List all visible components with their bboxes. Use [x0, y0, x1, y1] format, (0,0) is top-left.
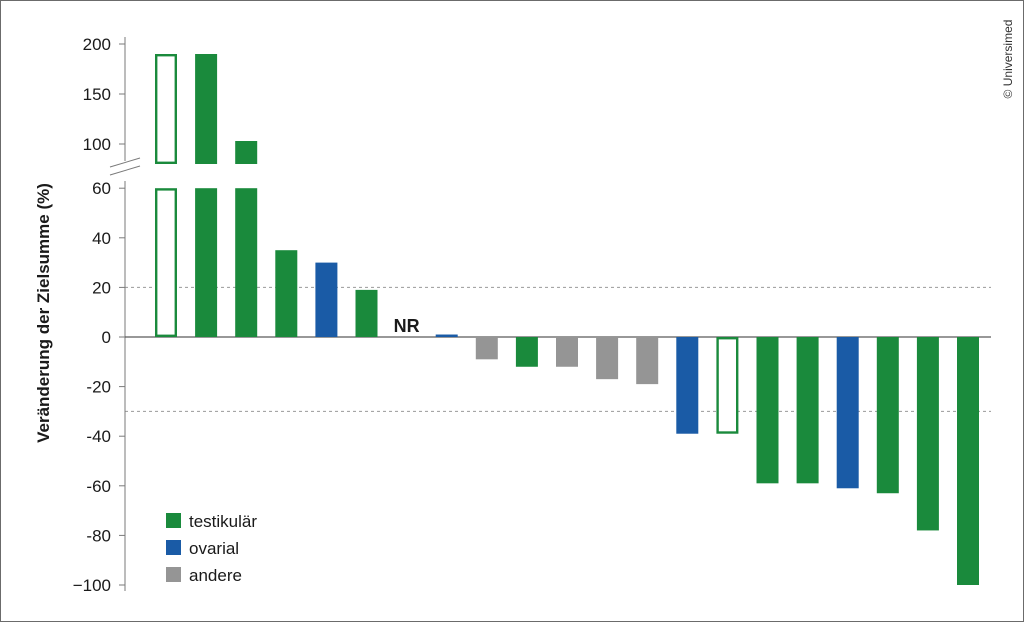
bar-testikulär [796, 337, 819, 484]
bar-andere [556, 337, 578, 367]
bar-testikulär [235, 141, 258, 164]
y-tick-label: 200 [83, 35, 111, 54]
legend-label-testikulär: testikulär [189, 512, 257, 531]
y-tick-label: -60 [86, 477, 111, 496]
y-tick-label: -20 [86, 378, 111, 397]
y-tick-label: 40 [92, 229, 111, 248]
y-tick-label: 60 [92, 179, 111, 198]
axis-break-mark [109, 165, 141, 176]
y-tick-label: 100 [83, 135, 111, 154]
y-axis-title: Veränderung der Zielsumme (%) [34, 183, 53, 443]
bar-andere [596, 337, 619, 380]
legend-swatch-andere [166, 567, 181, 582]
legend-swatch-ovarial [166, 540, 181, 555]
copyright-text: © Universimed [1001, 20, 1015, 99]
y-tick-label: 0 [102, 328, 111, 347]
bar-ovarial [676, 337, 699, 434]
bar-testikulär [756, 337, 779, 484]
y-tick-label: -40 [86, 427, 111, 446]
y-tick-label: -80 [86, 526, 111, 545]
bar-testikulär [235, 188, 258, 337]
bar-testikulär [275, 250, 298, 337]
legend-swatch-testikulär [166, 513, 181, 528]
bar-testikulär [876, 337, 899, 494]
legend-label-ovarial: ovarial [189, 539, 239, 558]
bar-ovarial [435, 334, 458, 337]
legend-label-andere: andere [189, 566, 242, 585]
bar-ovarial [836, 337, 859, 489]
bar-testikulär-hollow [716, 337, 739, 434]
bar-testikulär [195, 54, 218, 164]
bar-label-nr: NR [394, 316, 420, 336]
y-tick-label: 20 [92, 278, 111, 297]
bar-testikulär [355, 289, 378, 337]
bar-testikulär [916, 337, 939, 531]
bar-testikulär [957, 337, 979, 585]
bar-testikulär-hollow [154, 54, 177, 164]
axis-break-mark [109, 157, 141, 168]
bar-andere [475, 337, 498, 360]
y-tick-label: 150 [83, 85, 111, 104]
y-tick-label: −100 [73, 576, 111, 595]
bar-testikulär-hollow [154, 188, 177, 337]
bar-testikulär [195, 188, 218, 337]
bar-andere [636, 337, 659, 385]
bar-ovarial [315, 262, 338, 337]
bar-testikulär [515, 337, 538, 367]
